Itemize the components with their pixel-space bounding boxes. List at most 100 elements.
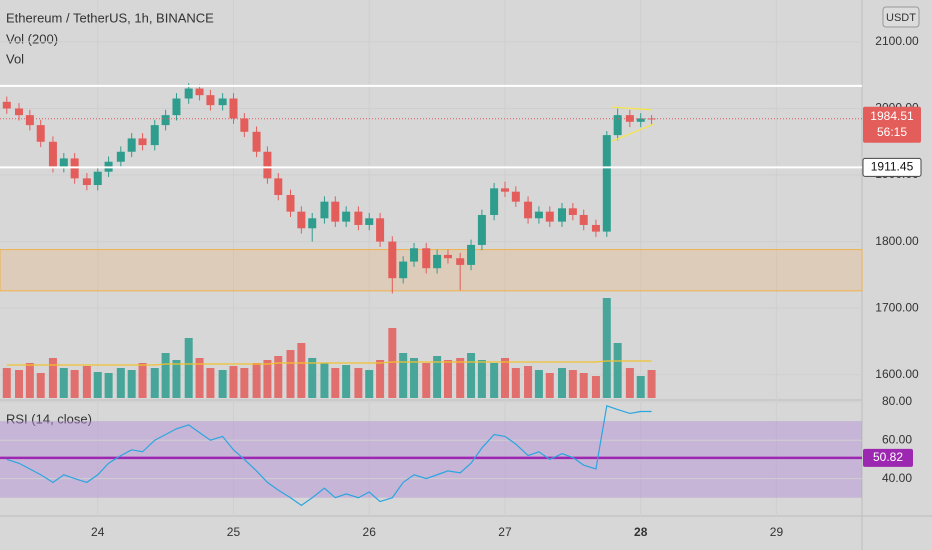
volume-bar [82,366,91,398]
candle-body [433,254,442,269]
indicator-label: RSI (14, close) [6,411,92,426]
candle-body [331,201,340,222]
price-label-box [863,106,921,143]
volume-bar [161,353,170,398]
rsi-label-box [863,448,913,467]
volume-bar [602,298,611,398]
candle-body [127,138,136,152]
candle-body [59,158,68,168]
candle-body [545,211,554,222]
candle-body [184,88,193,99]
volume-bar [579,373,588,398]
volume-bar [104,373,113,398]
volume-ma [6,360,652,366]
indicator-label: Vol (200) [6,31,58,46]
candle-body [490,188,499,215]
last-price-label: 1984.51 [870,109,914,123]
y-tick-label: 40.00 [882,471,912,485]
candle-body [286,195,295,212]
y-tick-label: 1700.00 [875,300,919,314]
x-tick-label: 24 [91,525,105,539]
candle-body [399,261,408,279]
candle-body [467,244,476,265]
volume-bar [591,376,600,398]
x-tick-label: 25 [227,525,241,539]
x-tick-label: 27 [498,525,512,539]
currency[interactable]: USDT [886,12,916,24]
volume-bar [511,368,520,398]
volume-bar [263,360,272,398]
support-label: 1911.45 [871,160,914,174]
x-tick-label: 29 [770,525,784,539]
rsi-level-label: 50.82 [873,450,903,464]
candle-body [365,218,374,225]
volume-bar [365,370,374,398]
candle-body [308,218,317,229]
candle-body [534,211,543,219]
volume-bar [93,372,102,398]
candle-body [82,178,91,186]
volume-bar [184,338,193,398]
candle-body [636,118,645,122]
volume-bar [388,328,397,398]
candle-body [376,218,385,242]
y-tick-label: 2100.00 [875,34,919,48]
pattern-line [612,106,652,111]
volume-bar [286,350,295,398]
candle-body [116,151,125,162]
volume-bar [25,363,34,398]
y-tick-label: 60.00 [882,432,912,446]
candle-body [422,248,431,269]
candle-body [477,214,486,245]
candle-body [48,141,57,168]
volume-bar [320,363,329,398]
candle-body [524,201,533,219]
volume-bar [59,368,68,398]
y-tick-label: 1800.00 [875,234,919,248]
candle-body [320,201,329,219]
volume-bar [48,358,57,398]
chart-title: Ethereum / TetherUS, 1h, BINANCE [6,10,214,25]
candle-body [206,95,215,106]
volume-bar [138,363,147,398]
volume-bar [613,343,622,398]
volume-bar [252,363,261,398]
candle-body [195,88,204,96]
volume-bar [342,365,351,398]
volume-bar [500,358,509,398]
price-label-box [862,157,922,177]
volume-bar [647,370,656,398]
candle-body [568,208,577,215]
rsi-band [0,421,862,498]
volume-bar [477,360,486,398]
volume-bar [422,363,431,398]
x-tick-label: 28 [634,525,648,539]
candle-body [2,101,11,109]
pattern-line [611,123,655,142]
candle-body [240,118,249,132]
candle-body [138,138,147,146]
volume-bar [625,368,634,398]
volume-bar [150,368,159,398]
volume-bar [376,360,385,398]
volume-bar [490,363,499,398]
volume-bar [206,368,215,398]
candle-body [602,135,611,232]
candle-body [388,241,397,279]
volume-bar [568,370,577,398]
candle-body [93,171,102,186]
currency-box[interactable] [882,6,920,28]
volume-bar [297,343,306,398]
volume-bar [443,360,452,398]
volume-bar [534,370,543,398]
candle-body [161,115,170,126]
volume-bar [456,358,465,398]
candle-body [613,115,622,136]
candle-body [172,98,181,116]
candle-body [579,214,588,225]
volume-bar [218,370,227,398]
volume-bar [545,373,554,398]
candle-body [557,208,566,222]
candle-body [25,115,34,126]
